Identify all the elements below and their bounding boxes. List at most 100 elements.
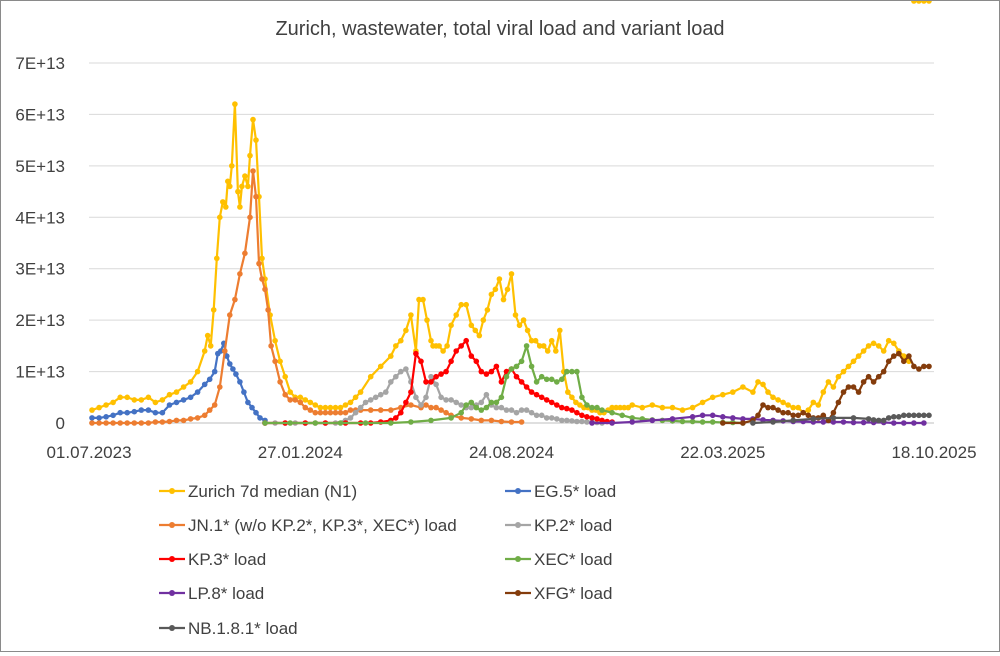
data-point <box>207 343 214 349</box>
data-point <box>312 402 319 408</box>
legend-label: KP.2* load <box>534 516 612 535</box>
data-point <box>533 391 540 398</box>
x-axis-ticks: 01.07.2023 27.01.2024 24.08.2024 22.03.2025… <box>46 443 976 462</box>
data-point <box>250 116 256 123</box>
data-point <box>553 348 559 354</box>
data-point <box>528 409 535 416</box>
data-point <box>249 404 255 411</box>
data-point <box>233 371 239 377</box>
data-point <box>237 379 243 385</box>
data-point <box>865 373 872 380</box>
data-point <box>416 296 422 303</box>
data-point <box>468 404 475 411</box>
data-point <box>453 399 460 406</box>
data-point <box>765 404 771 411</box>
data-point <box>312 409 319 416</box>
data-point <box>242 173 248 179</box>
data-point <box>540 343 547 349</box>
data-point <box>413 394 419 401</box>
legend-label: KP.3* load <box>188 550 266 569</box>
data-point <box>840 368 847 375</box>
data-point <box>138 420 145 426</box>
data-point <box>493 404 500 411</box>
legend-label: XEC* load <box>534 550 612 569</box>
data-point <box>850 415 857 421</box>
data-point <box>770 404 776 411</box>
data-point <box>408 419 414 425</box>
data-point <box>870 340 877 347</box>
data-point <box>247 152 253 159</box>
data-point <box>699 412 706 419</box>
data-point <box>448 322 454 329</box>
data-point <box>528 363 535 370</box>
data-point <box>201 381 208 388</box>
data-point <box>780 409 786 416</box>
data-point <box>548 337 555 344</box>
data-point <box>880 368 887 375</box>
data-point <box>875 373 882 380</box>
data-point <box>103 420 109 426</box>
data-point <box>440 348 446 354</box>
data-point <box>332 409 339 416</box>
data-point <box>443 397 449 403</box>
data-point <box>906 353 912 359</box>
data-point <box>584 402 590 408</box>
data-point <box>250 168 256 174</box>
data-point <box>639 404 646 411</box>
data-point <box>388 407 394 413</box>
data-point <box>488 368 495 375</box>
data-point <box>223 204 229 210</box>
legend-item: XFG* load <box>505 584 612 603</box>
data-point <box>921 420 927 426</box>
data-point <box>423 379 429 385</box>
data-point <box>488 399 495 406</box>
data-point <box>214 255 220 262</box>
data-point <box>860 348 867 354</box>
legend-marker <box>169 522 175 528</box>
data-point <box>438 371 444 377</box>
data-point <box>569 394 575 401</box>
data-point <box>337 404 344 411</box>
data-point <box>559 376 565 383</box>
data-point <box>835 373 842 380</box>
data-point <box>206 376 213 383</box>
data-point <box>516 322 523 329</box>
data-point <box>911 0 917 4</box>
data-point <box>307 399 314 406</box>
data-point <box>245 183 251 190</box>
data-point <box>513 373 520 380</box>
data-point <box>790 404 796 411</box>
data-point <box>840 389 847 395</box>
data-point <box>145 420 152 426</box>
data-point <box>865 343 872 349</box>
data-point <box>393 343 399 349</box>
data-point <box>770 394 776 401</box>
data-point <box>468 399 475 406</box>
data-point <box>403 366 409 372</box>
data-point <box>689 414 696 420</box>
data-point <box>625 404 631 411</box>
legend-marker <box>515 556 521 562</box>
data-point <box>780 399 786 406</box>
data-point <box>463 301 470 308</box>
legend-item: KP.2* load <box>505 516 612 535</box>
data-point <box>911 420 917 426</box>
data-point <box>589 420 595 426</box>
data-point <box>256 260 262 267</box>
legend-label: LP.8* load <box>188 584 264 603</box>
data-point <box>237 271 243 277</box>
data-point <box>830 419 837 425</box>
data-point <box>669 404 676 411</box>
legend: Zurich 7d median (N1) EG.5* load JN.1* (w/… <box>159 482 616 638</box>
series-2 <box>89 168 525 426</box>
data-point <box>352 394 359 401</box>
data-point <box>259 276 265 282</box>
data-point <box>297 394 304 401</box>
data-point <box>398 368 404 375</box>
data-point <box>436 343 442 349</box>
data-point <box>423 394 429 401</box>
data-point <box>232 296 238 303</box>
data-point <box>159 409 166 416</box>
data-point <box>206 407 213 413</box>
data-point <box>483 391 490 398</box>
